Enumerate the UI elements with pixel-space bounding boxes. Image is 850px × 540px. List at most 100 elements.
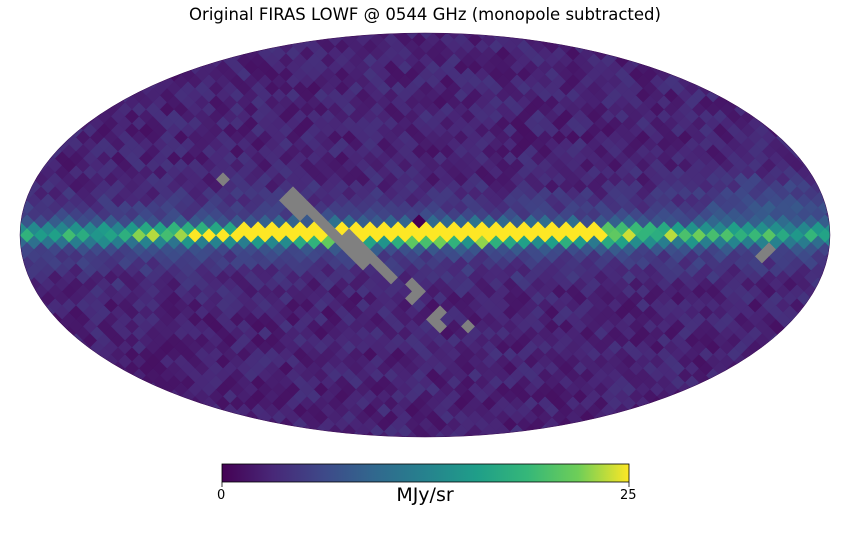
sky-pixel [68,235,84,251]
colorbar-min-label: 0 [217,488,226,503]
sky-pixel [236,81,252,97]
sky-pixel [89,158,105,174]
sky-pixel [236,109,252,125]
sky-pixel [516,95,532,111]
sky-pixel [824,179,830,195]
sky-pixel [558,109,574,125]
sky-pixel [516,431,532,437]
sky-pixel [68,207,84,223]
sky-pixel [75,158,91,174]
sky-pixel [614,95,630,111]
sky-pixel [831,242,846,257]
sky-pixel [89,116,105,132]
sky-pixel [320,431,336,437]
sky-pixel [68,179,84,195]
sky-pixel [390,431,406,437]
sky-pixel [110,109,126,125]
sky-pixel [82,193,98,209]
sky-pixel [593,60,609,76]
sky-pixel [642,81,658,97]
sky-pixel [691,88,707,104]
sky-pixel [201,74,217,90]
sky-pixel [145,102,161,118]
sky-pixel [537,74,553,90]
sky-pixel [635,88,651,104]
sky-pixel [236,95,252,111]
sky-pixel [593,74,609,90]
sky-pixel [306,33,322,41]
sky-pixel [229,88,245,104]
sky-pixel [75,172,91,188]
sky-pixel [82,207,98,223]
sky-pixel [565,88,581,104]
sky-pixel [621,74,637,90]
sky-pixel [103,242,119,258]
sky-pixel [824,193,830,209]
sky-pixel [621,102,637,118]
sky-pixel [663,74,679,90]
sky-pixel [194,403,210,419]
sky-pixel [110,165,126,181]
sky-pixel [635,60,651,76]
sky-pixel [131,88,147,104]
sky-pixel [537,60,553,76]
sky-pixel [194,67,210,83]
sky-pixel [194,95,210,111]
sky-pixel [656,81,672,97]
sky-pixel [89,130,105,146]
sky-pixel [691,102,707,118]
sky-pixel [215,410,231,426]
sky-pixel [670,81,686,97]
sky-pixel [537,102,553,118]
sky-pixel [642,95,658,111]
sky-pixel [502,81,518,97]
sky-pixel [96,361,112,377]
sky-pixel [621,60,637,76]
sky-pixel [110,207,126,223]
sky-pixel [124,95,140,111]
sky-pixel [61,200,77,216]
sky-pixel [586,95,602,111]
sky-pixel [502,53,518,69]
sky-pixel [551,88,567,104]
sky-pixel [89,186,105,202]
sky-pixel [82,137,98,153]
sky-pixel [663,102,679,118]
sky-pixel [712,109,728,125]
sky-pixel [572,53,588,69]
sky-pixel [110,221,126,237]
sky-pixel [75,242,91,258]
sky-pixel [26,151,42,167]
sky-pixel [642,403,658,419]
sky-pixel [684,81,700,97]
sky-pixel [747,354,763,370]
sky-pixel [439,33,455,34]
sky-pixel [222,109,238,125]
sky-pixel [565,60,581,76]
sky-pixel [628,81,644,97]
sky-pixel [54,123,70,139]
sky-pixel [831,228,846,243]
sky-pixel [20,214,21,230]
sky-pixel [796,137,812,153]
sky-pixel [236,67,252,83]
sky-pixel [502,95,518,111]
sky-pixel [68,137,84,153]
sky-pixel [103,144,119,160]
sky-pixel [698,95,714,111]
sky-pixel [89,172,105,188]
sky-pixel [740,95,756,111]
sky-pixel [593,88,609,104]
sky-pixel [614,81,630,97]
sky-pixel [0,221,14,236]
sky-pixel [187,102,203,118]
sky-pixel [502,431,518,437]
sky-pixel [47,130,63,146]
sky-pixel [523,88,539,104]
sky-pixel [82,179,98,195]
sky-pixel [635,102,651,118]
sky-pixel [215,88,231,104]
sky-pixel [124,109,140,125]
sky-pixel [61,172,77,188]
sky-pixel [75,144,91,160]
